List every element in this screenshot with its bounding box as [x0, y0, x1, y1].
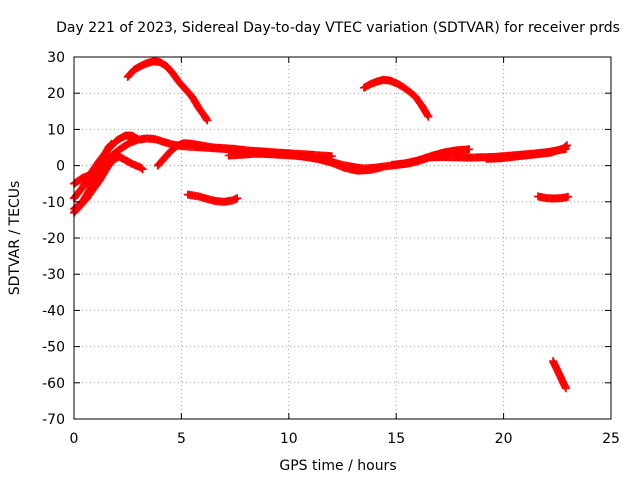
x-tick-label: 25 [602, 431, 620, 447]
grid-lines [74, 57, 611, 419]
data-point [203, 116, 212, 125]
y-tick-label: -20 [42, 231, 65, 247]
data-series-arc-13 [360, 75, 433, 121]
y-tick-label: -60 [42, 376, 65, 392]
y-tick-label: -30 [42, 267, 65, 283]
data-point [138, 165, 147, 174]
x-axis-label: GPS time / hours [279, 458, 396, 474]
y-tick-label: -50 [42, 340, 65, 356]
chart-title: Day 221 of 2023, Sidereal Day-to-day VTE… [56, 20, 620, 36]
data-layer [70, 57, 572, 393]
data-series-arc-14 [534, 192, 572, 203]
x-tick-label: 15 [387, 431, 405, 447]
data-point [561, 142, 570, 151]
data-series-arc-12 [183, 190, 242, 206]
data-series-arc-15 [549, 357, 570, 393]
data-point [137, 164, 146, 173]
data-point [424, 112, 433, 121]
y-tick-label: -70 [42, 412, 65, 428]
y-tick-label: -10 [42, 195, 65, 211]
data-point [564, 192, 572, 201]
y-axis-label: SDTVAR / TECUs [7, 181, 23, 296]
y-tick-label: 0 [56, 159, 65, 175]
data-series-arc-10 [482, 141, 571, 163]
y-tick-label: -40 [42, 303, 65, 319]
data-series-arc-7 [224, 149, 386, 175]
x-tick-label: 20 [495, 431, 513, 447]
data-point [377, 163, 386, 172]
axis-ticks: 0 5 10 15 20 25 30 20 10 0 -10 -20 -30 -40 -50 -60 -70 [42, 50, 620, 447]
y-tick-label: 10 [47, 122, 65, 138]
data-point [561, 384, 570, 393]
x-tick-label: 0 [70, 431, 79, 447]
y-tick-label: 30 [47, 50, 65, 66]
data-point [233, 194, 242, 203]
data-point [465, 145, 474, 154]
y-tick-label: 20 [47, 86, 65, 102]
data-series-arc-11 [123, 57, 212, 125]
x-tick-label: 5 [177, 431, 186, 447]
data-point [563, 141, 571, 150]
x-tick-label: 10 [280, 431, 298, 447]
